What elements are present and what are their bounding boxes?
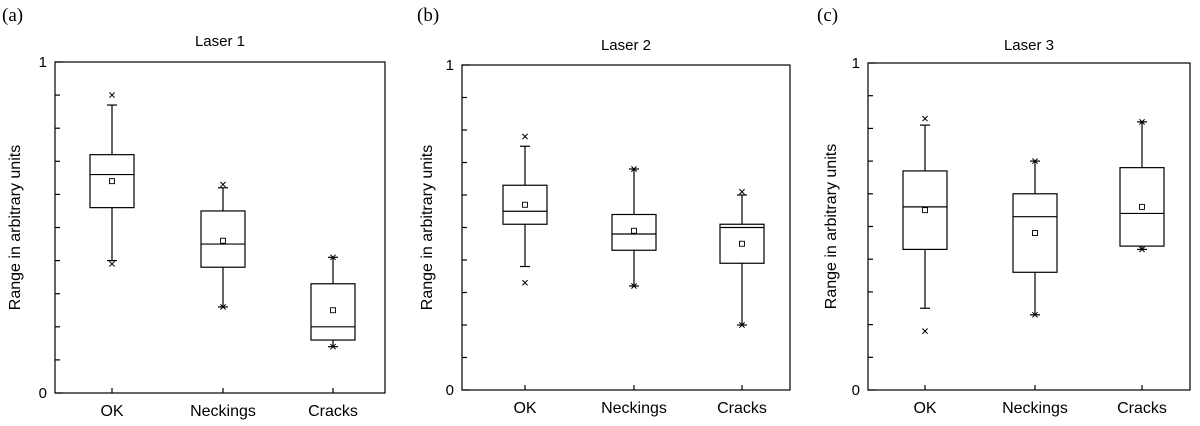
panel-label: (a) (2, 5, 23, 26)
outlier-stroke (1139, 246, 1145, 253)
box-ok (502, 133, 548, 286)
outlier-stroke (739, 322, 745, 328)
mean-marker (922, 207, 928, 214)
y-axis-label: Range in arbitrary units (7, 145, 24, 310)
iqr-box (1119, 167, 1165, 247)
y-tick-label: 0 (39, 385, 47, 402)
x-tick-label-neckings: Neckings (601, 400, 667, 417)
outlier-marker (522, 133, 528, 140)
outlier-marker (922, 328, 928, 335)
box-neckings (1012, 158, 1058, 318)
iqr-box (1012, 193, 1058, 273)
chart-title: Laser 3 (1004, 37, 1054, 54)
x-tick-label-cracks: Cracks (717, 400, 767, 417)
outlier-marker (1139, 246, 1145, 253)
y-tick-label: 1 (446, 57, 454, 74)
outlier-marker (522, 279, 528, 286)
chart-title: Laser 1 (195, 33, 245, 50)
outlier-stroke (330, 254, 336, 261)
x-tick-label-neckings: Neckings (190, 403, 256, 420)
box-cracks (1119, 118, 1165, 253)
mean-marker (739, 240, 745, 247)
y-tick-label: 1 (39, 54, 47, 71)
iqr-box (310, 283, 356, 341)
y-tick-label: 0 (852, 382, 860, 399)
y-tick-label: 0 (446, 382, 454, 399)
plot-frame (867, 62, 1191, 391)
mean-marker (220, 237, 226, 244)
y-axis-label: Range in arbitrary units (823, 144, 840, 309)
outlier-marker (1032, 158, 1038, 165)
box-cracks (719, 188, 765, 328)
outlier-marker (739, 188, 745, 195)
iqr-box (611, 213, 657, 251)
box-ok (89, 92, 135, 267)
outlier-marker (1032, 311, 1038, 318)
box-ok (902, 115, 948, 335)
x-tick-label-cracks: Cracks (1117, 400, 1167, 417)
x-tick-label-neckings: Neckings (1002, 400, 1068, 417)
outlier-marker (739, 322, 745, 328)
outlier-stroke (922, 328, 928, 335)
mean-marker (330, 307, 336, 314)
outlier-stroke (109, 92, 115, 99)
iqr-box (200, 210, 246, 268)
y-axis-label: Range in arbitrary units (419, 145, 436, 310)
chart-panel-1: (a) Laser 1 Range in arbitrary units 0 1 OK Ne… (2, 5, 386, 420)
outlier-stroke (109, 260, 115, 267)
box-cracks (310, 254, 356, 350)
outlier-marker (220, 303, 226, 310)
x-tick-label-ok: OK (513, 400, 536, 417)
outlier-stroke (739, 188, 745, 195)
x-tick-label-cracks: Cracks (308, 403, 358, 420)
x-tick-label-ok: OK (913, 400, 936, 417)
iqr-box (902, 170, 948, 250)
outlier-stroke (220, 181, 226, 188)
outlier-marker (220, 181, 226, 188)
box-neckings (200, 181, 246, 310)
box-neckings (611, 166, 657, 289)
chart-title: Laser 2 (601, 37, 651, 54)
mean-marker (522, 201, 528, 208)
outlier-stroke (522, 133, 528, 140)
outlier-stroke (522, 279, 528, 286)
y-tick-label: 1 (852, 55, 860, 72)
x-tick-label-ok: OK (100, 403, 123, 420)
outlier-stroke (631, 283, 637, 289)
outlier-marker (330, 254, 336, 261)
panel-label: (c) (817, 5, 838, 26)
outlier-marker (631, 166, 637, 172)
plot-frame (54, 61, 386, 394)
outlier-stroke (1032, 311, 1038, 318)
outlier-marker (109, 260, 115, 267)
outlier-marker (631, 283, 637, 289)
outlier-marker (1139, 118, 1145, 125)
outlier-stroke (1032, 158, 1038, 165)
iqr-box (502, 184, 548, 225)
outlier-stroke (330, 343, 336, 350)
panel-label: (b) (417, 5, 439, 26)
iqr-box (719, 223, 765, 264)
outlier-stroke (631, 166, 637, 172)
mean-marker (1139, 203, 1145, 210)
outlier-stroke (220, 303, 226, 310)
mean-marker (631, 227, 637, 234)
mean-marker (1032, 230, 1038, 236)
iqr-box (89, 154, 135, 209)
chart-panel-2: (b) Laser 2 Range in arbitrary units 0 1 OK Ne… (417, 5, 791, 417)
chart-panel-3: (c) Laser 3 Range in arbitrary units 0 1 OK Ne… (817, 5, 1191, 417)
outlier-marker (330, 343, 336, 350)
outlier-stroke (922, 115, 928, 122)
mean-marker (109, 178, 115, 185)
outlier-stroke (1139, 118, 1145, 125)
outlier-marker (922, 115, 928, 122)
outlier-marker (109, 92, 115, 99)
